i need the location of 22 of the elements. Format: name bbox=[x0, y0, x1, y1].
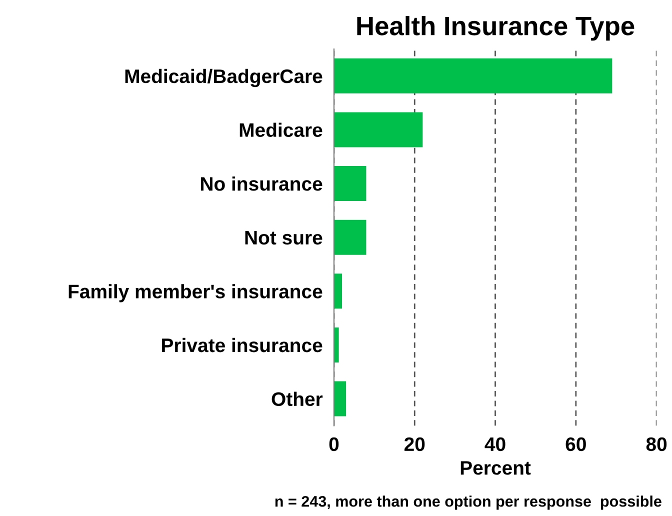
text: n = 243, more than one option per response possible bbox=[275, 496, 662, 510]
bar bbox=[334, 274, 342, 309]
y-tick-label: Other bbox=[272, 392, 323, 406]
bar bbox=[334, 220, 366, 255]
bar bbox=[334, 381, 346, 416]
y-tick-label: No insurance bbox=[201, 176, 322, 191]
bar bbox=[334, 166, 366, 202]
y-tick-label: Family member's insurance bbox=[68, 284, 322, 302]
chart-title: Health Insurance Type bbox=[357, 16, 634, 41]
x-axis-title: Percent bbox=[460, 461, 531, 475]
x-tick-label: 60 bbox=[566, 437, 586, 452]
bar bbox=[334, 112, 423, 148]
x-tick-label: 20 bbox=[404, 437, 425, 452]
x-tick-label: 80 bbox=[646, 437, 667, 452]
x-tick-label: 0 bbox=[329, 437, 339, 452]
y-tick-label: Medicaid/BadgerCare bbox=[125, 68, 322, 88]
x-tick-label: 40 bbox=[484, 437, 506, 452]
bar bbox=[334, 327, 339, 362]
y-tick-label: Medicare bbox=[240, 122, 322, 137]
bar bbox=[334, 58, 612, 94]
y-tick-label: Not sure bbox=[245, 231, 322, 245]
y-tick-label: Private insurance bbox=[162, 338, 322, 352]
